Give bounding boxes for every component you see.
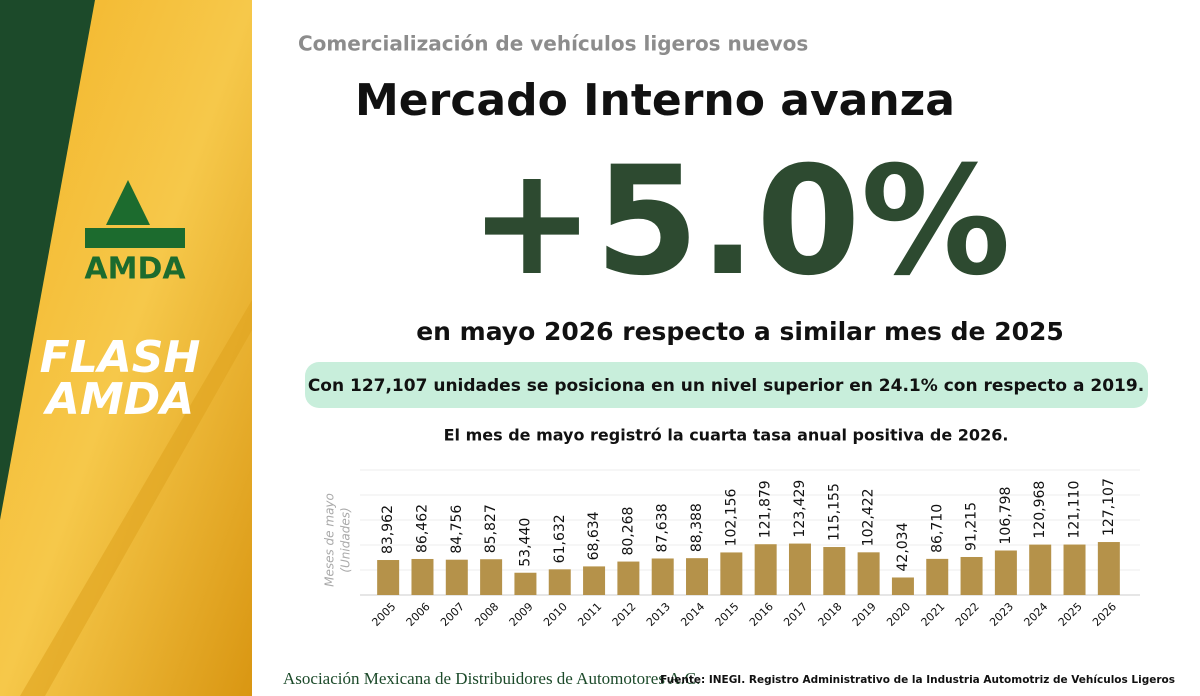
x-tick-label: 2020 — [884, 600, 913, 629]
x-tick-label: 2009 — [507, 600, 536, 629]
x-tick-label: 2024 — [1021, 600, 1050, 629]
x-tick-label: 2012 — [610, 600, 639, 629]
bar — [377, 560, 400, 595]
x-tick-label: 2006 — [404, 600, 433, 629]
x-tick-label: 2011 — [575, 600, 604, 629]
headline: +5.0% — [469, 135, 1011, 309]
x-tick-label: 2025 — [1056, 600, 1085, 629]
bar — [960, 556, 983, 595]
bar — [1029, 544, 1052, 595]
bar — [823, 547, 846, 595]
value-label: 86,462 — [414, 504, 430, 553]
x-tick-label: 2017 — [781, 600, 810, 629]
x-tick-label: 2007 — [438, 600, 467, 629]
value-label: 91,215 — [964, 502, 980, 551]
bar — [411, 558, 434, 595]
value-label: 53,440 — [517, 518, 533, 567]
value-label: 84,756 — [449, 505, 465, 554]
logo-text: AMDA — [84, 252, 186, 287]
bar — [445, 559, 468, 595]
source: Fuente: INEGI. Registro Administrativo d… — [660, 674, 1175, 686]
bar — [891, 577, 914, 595]
bar — [754, 544, 777, 595]
x-tick-label: 2018 — [816, 600, 845, 629]
bar — [857, 552, 880, 595]
value-label: 88,388 — [689, 503, 705, 552]
bar — [583, 566, 606, 595]
logo: AMDA — [84, 180, 186, 287]
bar — [617, 561, 640, 595]
bar — [480, 559, 503, 595]
value-label: 102,422 — [861, 488, 877, 546]
y-axis-label: Meses de mayo — [323, 493, 337, 587]
value-label: 83,962 — [380, 505, 396, 554]
highlight: Con 127,107 unidades se posiciona en un … — [308, 376, 1144, 396]
value-label: 42,034 — [895, 522, 911, 571]
value-label: 127,107 — [1101, 478, 1117, 536]
bar — [548, 569, 571, 595]
grid-decoration — [360, 469, 1140, 571]
value-label: 86,710 — [929, 504, 945, 553]
x-tick-label: 2005 — [369, 600, 398, 629]
y-axis-unit: (Unidades) — [339, 507, 353, 572]
value-label: 61,632 — [552, 514, 568, 563]
x-tick-label: 2016 — [747, 600, 776, 629]
value-label: 115,155 — [826, 483, 842, 541]
x-tick-label: 2010 — [541, 600, 570, 629]
x-tick-label: 2019 — [850, 600, 879, 629]
headline-note: en mayo 2026 respecto a similar mes de 2… — [416, 317, 1064, 346]
x-tick-label: 2023 — [987, 600, 1016, 629]
subtitle: Comercialización de vehículos ligeros nu… — [298, 32, 808, 56]
value-label: 102,156 — [723, 488, 739, 546]
bar — [1063, 544, 1086, 595]
value-label: 85,827 — [483, 504, 499, 553]
caption: El mes de mayo registró la cuarta tasa a… — [444, 426, 1009, 445]
bar — [926, 558, 949, 595]
x-tick-label: 2014 — [678, 600, 707, 629]
bar — [1097, 542, 1120, 595]
bar — [720, 552, 743, 595]
bar — [514, 572, 537, 595]
value-label: 120,968 — [1032, 481, 1048, 539]
x-tick-label: 2013 — [644, 600, 673, 629]
association: Asociación Mexicana de Distribuidores de… — [283, 669, 700, 688]
x-tick-label: 2008 — [472, 600, 501, 629]
side-panel: AMDA FLASH AMDA — [0, 0, 252, 696]
bar — [686, 558, 709, 595]
value-label: 68,634 — [586, 511, 602, 560]
title: Mercado Interno avanza — [355, 75, 955, 126]
value-label: 121,110 — [1067, 481, 1083, 539]
bar — [651, 558, 674, 595]
value-label: 123,429 — [792, 480, 808, 538]
flash-title: FLASH — [40, 332, 201, 383]
highlight-box — [305, 362, 1148, 408]
value-label: 121,879 — [758, 480, 774, 538]
bar — [788, 543, 811, 595]
flash-title: AMDA — [43, 374, 194, 425]
x-tick-label: 2015 — [713, 600, 742, 629]
value-label: 87,638 — [655, 503, 671, 552]
value-label: 106,798 — [998, 487, 1014, 545]
value-label: 80,268 — [620, 507, 636, 556]
x-tick-label: 2021 — [919, 600, 948, 629]
x-tick-label: 2026 — [1090, 600, 1119, 629]
bar — [994, 550, 1017, 595]
x-tick-label: 2022 — [953, 600, 982, 629]
